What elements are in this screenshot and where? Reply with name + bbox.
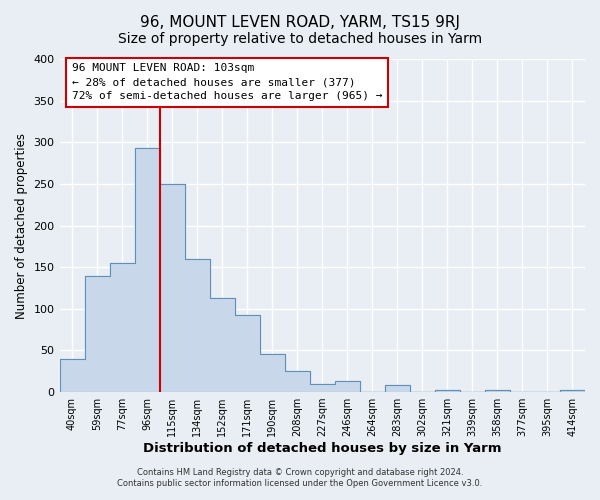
X-axis label: Distribution of detached houses by size in Yarm: Distribution of detached houses by size … bbox=[143, 442, 502, 455]
Polygon shape bbox=[59, 148, 585, 392]
Y-axis label: Number of detached properties: Number of detached properties bbox=[15, 132, 28, 318]
Text: 96 MOUNT LEVEN ROAD: 103sqm
← 28% of detached houses are smaller (377)
72% of se: 96 MOUNT LEVEN ROAD: 103sqm ← 28% of det… bbox=[72, 63, 383, 101]
Text: 96, MOUNT LEVEN ROAD, YARM, TS15 9RJ: 96, MOUNT LEVEN ROAD, YARM, TS15 9RJ bbox=[140, 15, 460, 30]
Text: Contains HM Land Registry data © Crown copyright and database right 2024.
Contai: Contains HM Land Registry data © Crown c… bbox=[118, 468, 482, 487]
Text: Size of property relative to detached houses in Yarm: Size of property relative to detached ho… bbox=[118, 32, 482, 46]
